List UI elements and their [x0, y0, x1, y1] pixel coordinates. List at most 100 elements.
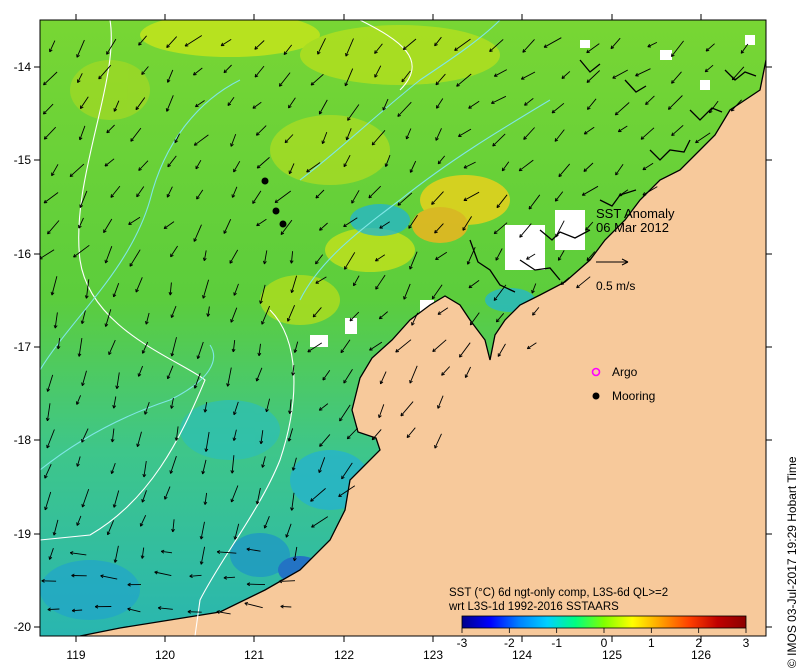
mooring-marker[interactable]	[261, 177, 269, 185]
current-arrow	[464, 366, 472, 378]
current-arrow	[640, 127, 655, 140]
mooring-marker[interactable]	[272, 207, 280, 215]
current-arrow	[561, 71, 571, 79]
current-arrowhead	[344, 82, 349, 87]
current-arrow	[642, 162, 654, 171]
current-arrow	[106, 124, 115, 134]
current-arrowhead	[135, 106, 140, 111]
current-arrow	[135, 277, 143, 293]
current-arrow	[246, 583, 266, 586]
current-arrowhead	[375, 257, 379, 262]
current-arrowhead	[112, 504, 117, 508]
current-arrowhead	[130, 138, 134, 142]
current-arrow	[585, 221, 594, 231]
current-arrow	[229, 249, 239, 264]
current-arrow	[434, 36, 442, 47]
current-arrow	[167, 365, 174, 379]
current-arrowhead	[196, 195, 200, 200]
current-arrowhead	[315, 280, 320, 284]
current-arrowhead	[76, 54, 80, 58]
current-arrow	[285, 523, 292, 538]
current-arrowhead	[585, 227, 589, 231]
current-arrow	[204, 402, 208, 413]
current-arrow	[141, 547, 145, 559]
current-arrow	[405, 128, 412, 140]
current-arrowhead	[343, 379, 347, 384]
current-arrowhead	[257, 352, 262, 357]
current-arrow	[319, 222, 328, 231]
current-arrow	[233, 160, 241, 173]
current-arrow	[85, 279, 90, 299]
current-arrow	[409, 160, 417, 173]
current-arrow	[463, 191, 480, 201]
current-arrowhead	[408, 225, 412, 229]
current-arrowhead	[462, 227, 466, 231]
colorbar-tick-label: -3	[457, 636, 468, 650]
current-arrow	[731, 66, 745, 81]
current-arrowhead	[290, 507, 294, 511]
current-arrowhead	[203, 408, 208, 413]
current-arrowhead	[199, 561, 204, 565]
current-arrow	[217, 551, 237, 554]
colorbar-title-line2: wrt L3S-1d 1992-2016 SSTAARS	[448, 601, 619, 613]
current-arrowhead	[229, 260, 234, 264]
current-arrow	[171, 337, 177, 357]
current-arrowhead	[311, 524, 315, 528]
current-arrowhead	[75, 401, 80, 405]
current-arrowhead	[287, 438, 292, 442]
current-arrowhead	[43, 135, 48, 140]
current-arrowhead	[343, 163, 348, 168]
current-arrow	[730, 99, 742, 112]
current-arrowhead	[255, 132, 260, 136]
current-arrow	[434, 433, 442, 449]
current-arrowhead	[171, 528, 175, 533]
lat-tick-label: -15	[14, 153, 32, 167]
current-arrowhead	[557, 257, 562, 261]
current-arrowhead	[244, 601, 249, 606]
current-arrowhead	[312, 313, 317, 318]
current-arrowhead	[138, 167, 142, 171]
current-arrowhead	[193, 238, 197, 242]
argo-legend-icon	[591, 367, 601, 377]
current-arrow	[145, 312, 150, 325]
current-arrowhead	[110, 470, 115, 475]
current-arrow	[291, 492, 295, 511]
current-arrow	[518, 159, 534, 172]
current-arrow	[170, 245, 178, 258]
current-arrowhead	[143, 411, 148, 415]
current-arrow	[462, 216, 472, 231]
current-arrowhead	[127, 607, 131, 612]
mooring-marker[interactable]	[279, 220, 287, 228]
current-arrow	[349, 311, 360, 322]
current-arrowhead	[170, 405, 174, 409]
current-arrowhead	[558, 173, 562, 178]
current-arrowhead	[106, 531, 111, 536]
current-arrow	[170, 305, 177, 318]
current-arrowhead	[233, 536, 238, 540]
mooring-markers[interactable]	[261, 177, 287, 228]
current-arrowhead	[230, 498, 235, 503]
current-arrow	[284, 134, 294, 144]
current-arrowhead	[193, 385, 198, 389]
current-arrowhead	[492, 142, 496, 147]
current-arrowhead	[434, 229, 438, 234]
current-arrow	[437, 395, 444, 409]
current-arrowhead	[468, 284, 473, 289]
current-arrowhead	[76, 522, 80, 526]
current-arrowhead	[288, 170, 293, 175]
current-arrow	[456, 73, 472, 87]
current-arrowhead	[289, 260, 294, 264]
current-arrowhead	[586, 49, 590, 54]
current-arrow	[288, 163, 295, 174]
current-arrow	[435, 128, 442, 141]
current-arrow	[47, 374, 54, 392]
current-arrow	[347, 104, 360, 121]
current-arrowhead	[43, 199, 48, 204]
current-arrow	[709, 100, 719, 114]
current-arrowhead	[493, 297, 498, 301]
current-arrowhead	[647, 43, 652, 48]
current-arrowhead	[463, 165, 468, 169]
current-arrow	[98, 64, 112, 80]
current-arrow	[375, 254, 386, 262]
